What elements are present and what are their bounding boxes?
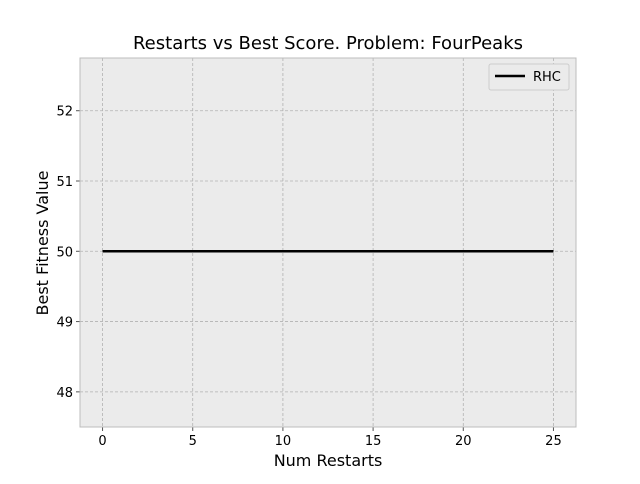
plot-border	[79, 57, 577, 428]
legend-box	[488, 63, 570, 91]
axis-ticks: 0 5 10 15 20 25 48 49 50 51 52	[56, 105, 561, 449]
x-tick-label: 15	[365, 434, 382, 449]
legend-label-rhc: RHC	[533, 70, 561, 85]
y-tick-label: 50	[56, 245, 73, 260]
y-tick-label: 48	[56, 386, 73, 401]
y-tick-label: 49	[56, 316, 73, 331]
x-tick-label: 5	[189, 434, 197, 449]
legend: RHC	[488, 63, 570, 91]
x-tick-label: 0	[98, 434, 106, 449]
y-tick-label: 51	[56, 175, 73, 190]
chart-title: Restarts vs Best Score. Problem: FourPea…	[133, 33, 523, 54]
plot-area	[80, 58, 576, 427]
x-tick-label: 10	[275, 434, 292, 449]
y-tick-label: 52	[56, 105, 73, 120]
y-axis-label: Best Fitness Value	[33, 171, 52, 316]
x-tick-label: 25	[545, 434, 562, 449]
x-axis-label: Num Restarts	[274, 451, 383, 470]
x-tick-label: 20	[455, 434, 472, 449]
